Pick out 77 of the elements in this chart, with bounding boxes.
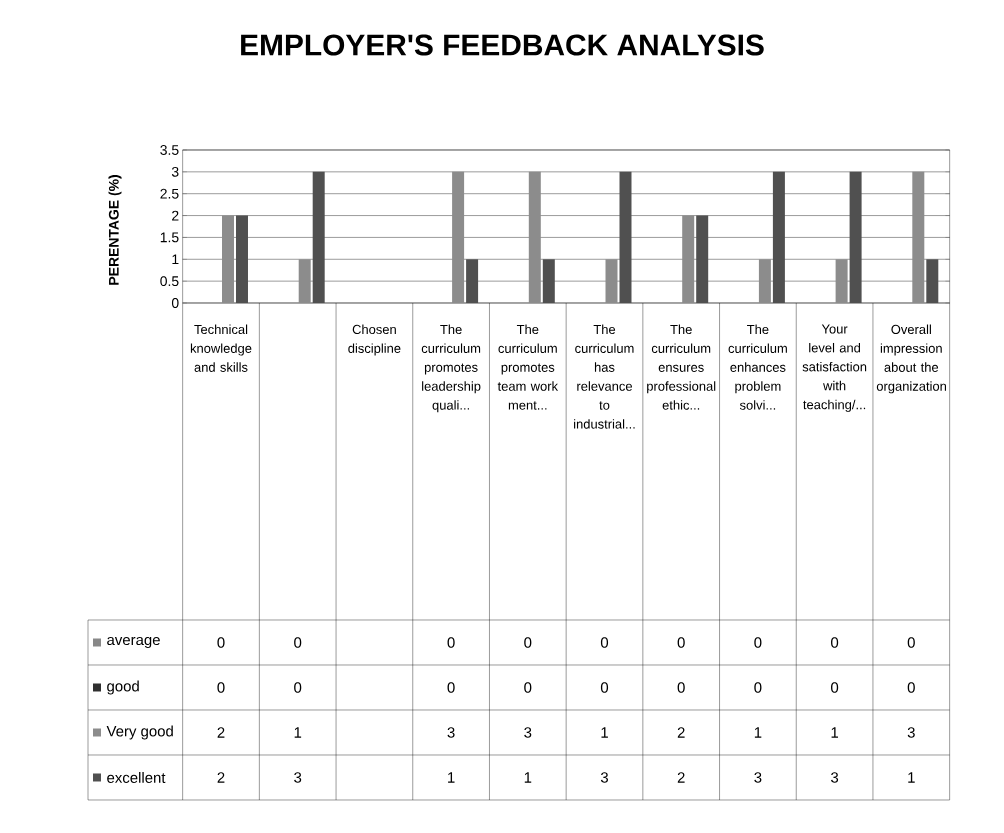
y-tick-label: 1.5: [160, 232, 179, 243]
data-label: 2: [217, 772, 225, 783]
bar: [926, 259, 939, 303]
x-tick-label: The curriculum ensures professional ethic...: [647, 324, 716, 410]
data-label: 3: [524, 727, 532, 738]
bar: [772, 171, 785, 303]
legend-label: excellent: [107, 772, 166, 783]
data-label: 0: [907, 637, 915, 648]
data-label: 0: [677, 682, 685, 693]
y-tick-label: 3: [171, 166, 179, 177]
data-label: 1: [448, 772, 455, 783]
data-label: 0: [831, 682, 839, 693]
bar: [466, 259, 479, 303]
bar: [835, 259, 848, 303]
data-label: 3: [831, 772, 839, 783]
bar: [758, 259, 771, 303]
bar: [542, 259, 555, 303]
data-label: 1: [754, 727, 762, 738]
x-tick-label: Your level and satisfaction with teaching/...: [802, 324, 867, 412]
y-tick-label: 0.5: [160, 276, 179, 287]
data-label: 0: [217, 682, 225, 693]
bar: [682, 215, 695, 303]
bar: [849, 171, 862, 303]
bar: [619, 171, 632, 303]
x-tick-label: Overall impression about the organization: [876, 324, 946, 394]
data-label: 0: [600, 637, 609, 648]
data-label: 3: [754, 772, 762, 783]
bar: [222, 215, 234, 303]
data-label: 3: [907, 727, 915, 738]
data-label: 0: [831, 637, 839, 648]
legend-label: Very good: [106, 725, 173, 740]
data-label: 2: [677, 772, 685, 783]
data-label: 0: [754, 682, 762, 693]
x-tick-label: The curriculum promotes team work ment...: [497, 324, 559, 410]
bar: [528, 171, 541, 303]
data-label: 3: [447, 727, 455, 738]
legend-label: good: [107, 680, 139, 695]
data-label: 1: [294, 727, 302, 738]
x-tick-label: The curriculum enhances problem solvi...: [728, 324, 787, 410]
bar: [696, 215, 709, 303]
data-label: 1: [524, 772, 532, 783]
data-label: 2: [677, 727, 685, 738]
bar: [312, 171, 325, 303]
legend-label: average: [107, 636, 160, 649]
chart-title: EMPLOYER'S FEEDBACK ANALYSIS: [241, 34, 764, 56]
data-label: 0: [907, 682, 915, 693]
y-tick-label: 2: [172, 210, 179, 221]
data-label: 0: [600, 682, 609, 693]
bar: [298, 259, 311, 303]
x-tick-label: Chosen discipline: [348, 324, 401, 356]
data-label: 0: [294, 682, 302, 693]
data-label: 0: [677, 637, 685, 648]
y-tick-label: 2.5: [160, 188, 179, 199]
y-tick-label: 1: [172, 254, 179, 265]
y-tick-label: 3.5: [160, 145, 179, 155]
x-tick-label: The curriculum has relevance to industrial...: [574, 324, 635, 429]
data-label: 0: [524, 637, 532, 648]
data-label: 0: [447, 682, 455, 693]
y-tick-label: 0: [171, 298, 179, 308]
bar: [235, 215, 248, 303]
data-label: 0: [447, 637, 455, 648]
data-label: 0: [524, 682, 532, 693]
x-tick-label: The curriculum promotes leadership quali...: [421, 324, 481, 413]
bar: [452, 171, 465, 303]
bar: [912, 171, 925, 303]
x-tick-label: Technical knowledge and skills: [190, 324, 252, 372]
data-label: 1: [831, 727, 839, 738]
data-label: 1: [601, 727, 608, 738]
data-label: 0: [294, 637, 302, 648]
bar: [605, 259, 618, 303]
data-label: 1: [908, 772, 915, 783]
data-label: 0: [754, 637, 762, 648]
data-label: 2: [217, 727, 225, 738]
y-axis-title: PERENTAGE (%): [108, 175, 122, 285]
data-label: 3: [600, 772, 608, 783]
data-label: 0: [217, 637, 225, 648]
data-label: 3: [294, 772, 302, 783]
